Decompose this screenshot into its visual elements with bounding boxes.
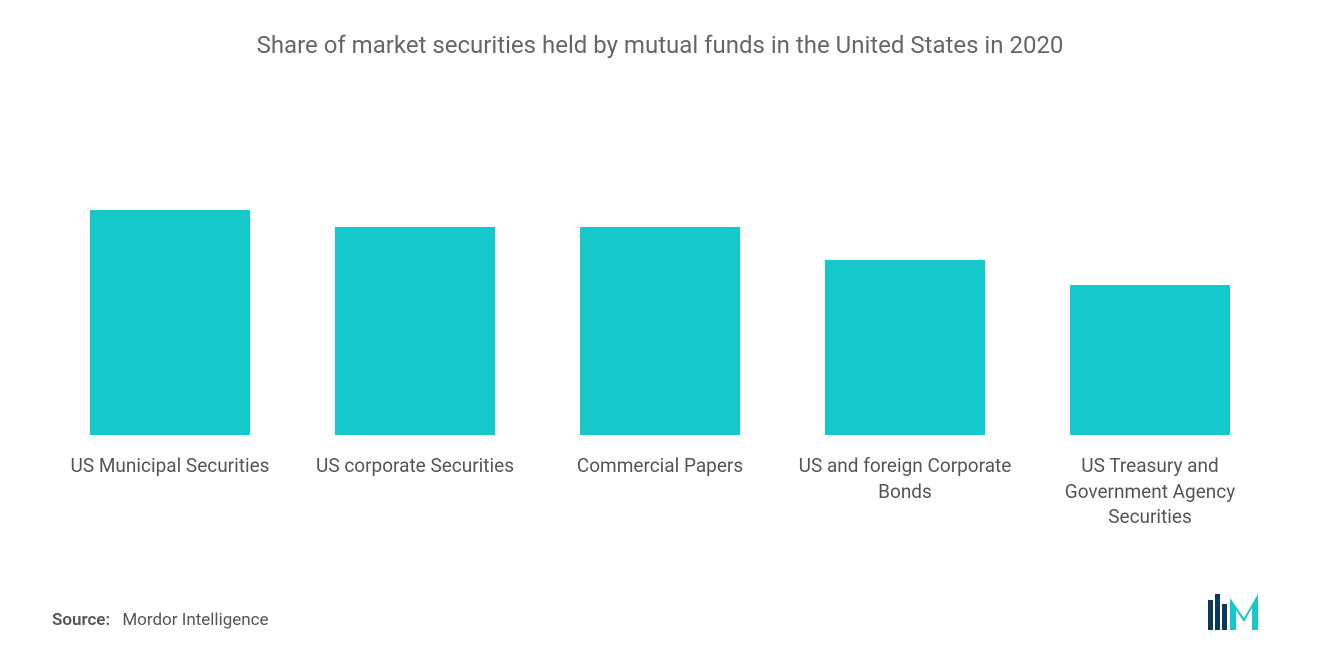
source-label: Source:	[52, 610, 110, 630]
bar	[335, 227, 495, 435]
source-line: Source: Mordor Intelligence	[52, 610, 269, 630]
labels-row: US Municipal Securities US corporate Secu…	[50, 435, 1270, 530]
bar	[90, 210, 250, 435]
source-value: Mordor Intelligence	[122, 610, 268, 630]
bar-group	[60, 210, 280, 435]
bars-row	[50, 210, 1270, 435]
chart-plot-area: US Municipal Securities US corporate Secu…	[50, 81, 1270, 530]
mordor-logo-icon	[1208, 590, 1268, 630]
bar-group	[795, 260, 1015, 435]
bar	[580, 227, 740, 435]
bar-label: US corporate Securities	[305, 453, 525, 530]
bar-group	[550, 227, 770, 435]
bar-label: US and foreign Corporate Bonds	[795, 453, 1015, 530]
bar-group	[1040, 285, 1260, 435]
bar-group	[305, 227, 525, 435]
chart-container: Share of market securities held by mutua…	[0, 0, 1320, 665]
bar-label: US Treasury and Government Agency Securi…	[1040, 453, 1260, 530]
chart-title: Share of market securities held by mutua…	[50, 30, 1270, 61]
bar	[825, 260, 985, 435]
chart-footer: Source: Mordor Intelligence	[50, 590, 1270, 630]
bar	[1070, 285, 1230, 435]
bar-label: US Municipal Securities	[60, 453, 280, 530]
bar-label: Commercial Papers	[550, 453, 770, 530]
